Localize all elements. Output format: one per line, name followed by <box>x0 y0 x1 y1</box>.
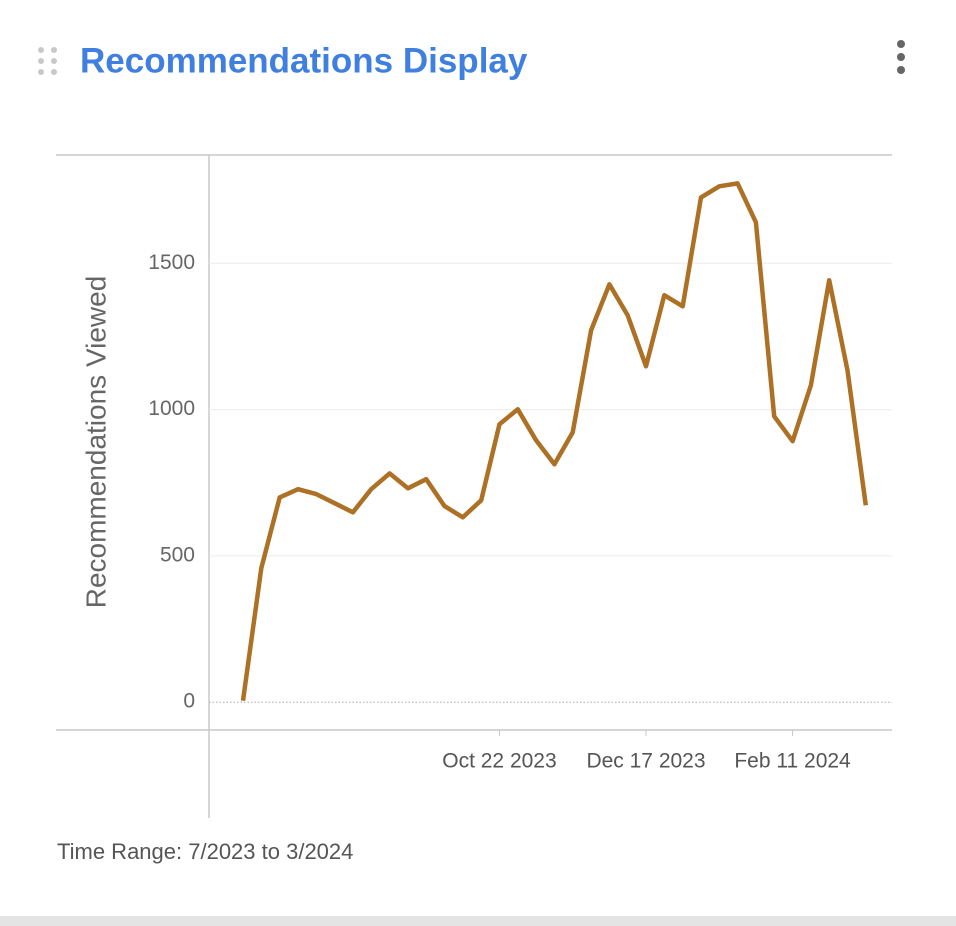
card-shadow <box>0 916 956 926</box>
x-tick-label: Feb 11 2024 <box>734 750 851 773</box>
y-axis-label: Recommendations Viewed <box>80 276 111 609</box>
y-tick-label: 0 <box>183 690 195 713</box>
footer-text: Time Range: 7/2023 to 3/2024 <box>57 839 353 864</box>
data-line <box>240 181 869 702</box>
x-tick-label: Oct 22 2023 <box>442 750 556 773</box>
drag-handle[interactable] <box>38 47 57 75</box>
x-tick-label: Dec 17 2023 <box>586 750 705 773</box>
y-tick-label: 1000 <box>148 397 195 420</box>
menu-button[interactable] <box>897 40 905 74</box>
widget-title: Recommendations Display <box>80 41 528 80</box>
y-tick-label: 1500 <box>148 251 195 274</box>
y-tick-label: 500 <box>160 543 195 566</box>
